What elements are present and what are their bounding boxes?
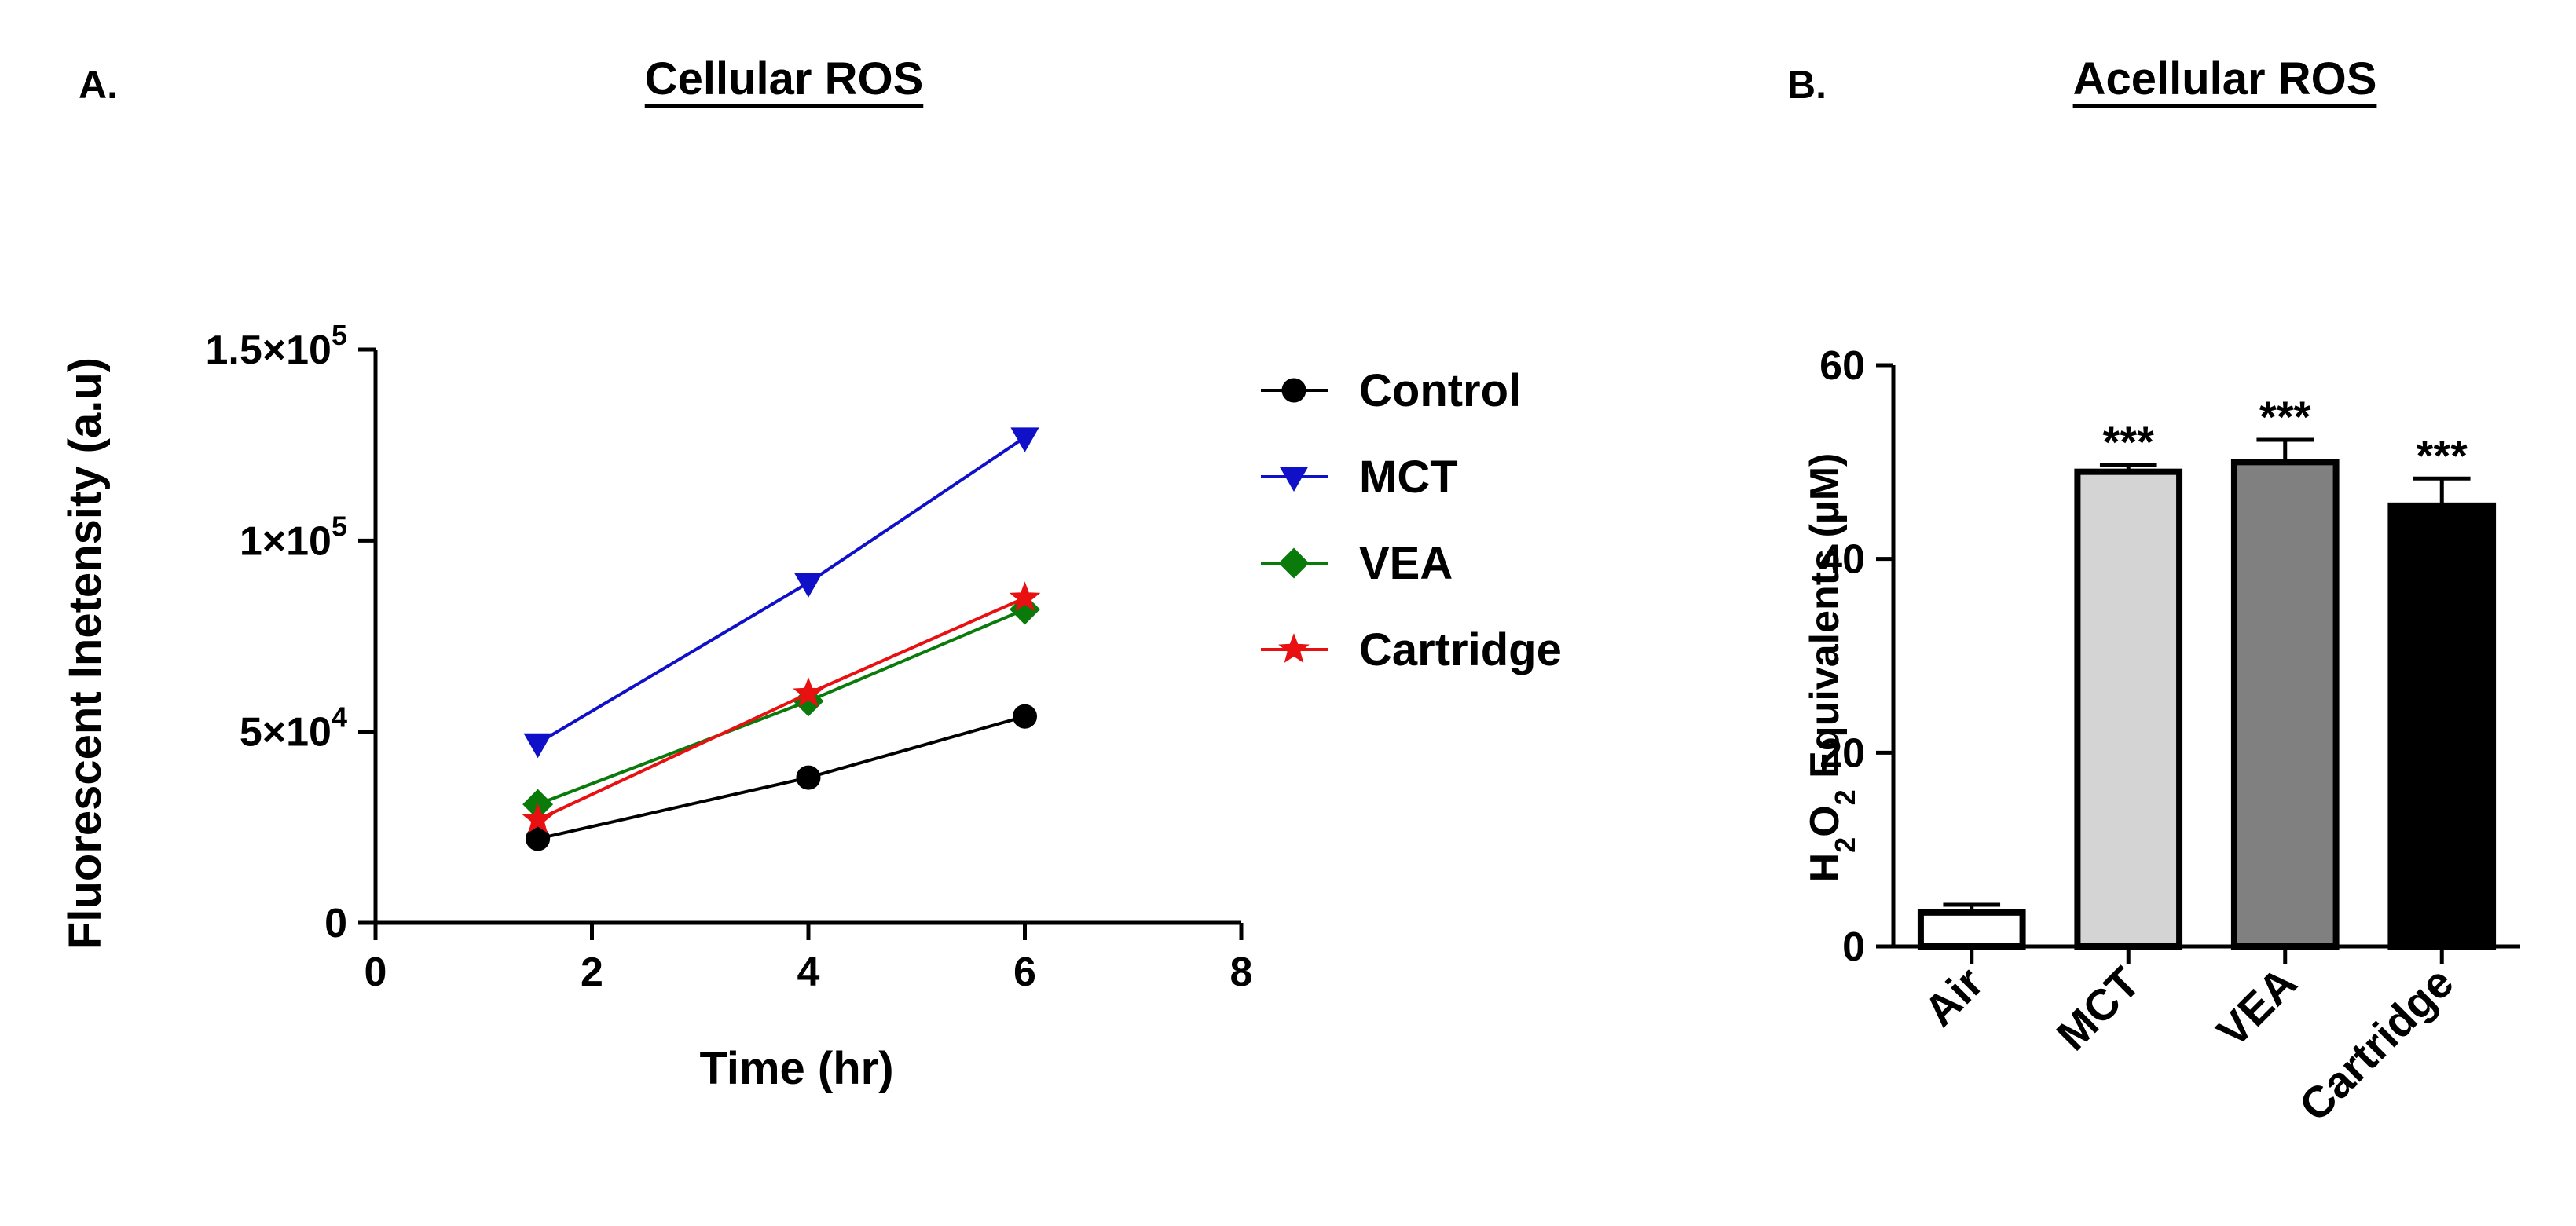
legend-label-mct: MCT (1359, 452, 1458, 503)
bar-group-mct: MCT *** (2047, 417, 2183, 1059)
bar-vea (2230, 459, 2340, 950)
series-line-cartridge (537, 596, 1026, 822)
legend-label-vea: VEA (1359, 538, 1453, 589)
data-point-cartridge (1009, 581, 1041, 612)
panel-a-y-axis-label: Fluorescent Inetensity (a.u) (60, 357, 111, 950)
legend-label-control: Control (1359, 365, 1521, 416)
panel-a-label: A. (79, 63, 118, 107)
legend-item-control: Control (1261, 365, 1521, 416)
significance-vea: *** (2259, 392, 2311, 441)
panel-b-y-tick-label: 40 (1819, 537, 1865, 583)
panel-b-y-tick-label: 20 (1819, 730, 1865, 776)
data-point-cartridge (522, 803, 554, 833)
data-point-control (796, 765, 821, 790)
panel-b-y-tick-label: 60 (1819, 343, 1865, 389)
panel-b-label: B. (1787, 63, 1827, 107)
x-tick-label-mct: MCT (2047, 957, 2149, 1059)
data-point-cartridge (793, 677, 824, 707)
x-tick-label-air: Air (1915, 957, 1993, 1036)
panel-b-y-tick-label: 0 (1842, 924, 1865, 970)
panel-b-y-axis-label: H2O2 Equivalents (µM) (1802, 453, 1861, 883)
panel-b-ticks: 0 20 40 60 (1819, 343, 1893, 970)
bar-cartridge (2387, 502, 2497, 950)
panel-a-line-chart: A. Cellular ROS Fluorescent Inetensity (… (60, 53, 1562, 1094)
x-tick-label-vea: VEA (2207, 957, 2306, 1056)
panel-b-bars: Air MCT *** VEA *** Cartridge *** (1915, 392, 2497, 1131)
panel-a-x-tick-label: 0 (365, 950, 387, 995)
x-tick-label-cartridge: Cartridge (2289, 957, 2463, 1131)
data-point-mct (793, 573, 823, 598)
legend-marker-vea (1278, 547, 1310, 579)
panel-a-x-tick-label: 6 (1013, 950, 1036, 995)
panel-a-title: Cellular ROS (645, 53, 924, 104)
series-mct (523, 427, 1039, 759)
bar-group-air: Air (1915, 902, 2026, 1036)
panel-a-y-tick-label: 5×104 (240, 701, 347, 756)
data-point-mct (523, 733, 552, 759)
significance-mct: *** (2103, 417, 2155, 467)
panel-a-axes (373, 350, 1241, 925)
panel-a-y-tick-label: 1.5×105 (205, 319, 347, 373)
bar-mct (2074, 468, 2183, 950)
legend-label-cartridge: Cartridge (1359, 624, 1562, 675)
legend-item-mct: MCT (1261, 452, 1458, 503)
legend-item-cartridge: Cartridge (1261, 624, 1562, 675)
panel-a-y-tick-label: 1×105 (240, 510, 347, 564)
series-control (526, 704, 1037, 851)
legend-marker-mct (1279, 467, 1309, 492)
panel-a-x-tick-label: 4 (797, 950, 820, 995)
legend-marker-control (1281, 378, 1306, 403)
panel-a-y-tick-label: 0 (324, 901, 347, 946)
data-point-mct (1010, 427, 1039, 452)
panel-b-title: Acellular ROS (2073, 53, 2377, 104)
series-line-mct (537, 436, 1026, 745)
legend-item-vea: VEA (1261, 538, 1453, 589)
legend-marker-cartridge (1278, 633, 1310, 663)
panel-a-ticks: 0 2 4 6 8 0 5×104 1×105 1.5×105 (205, 319, 1252, 995)
panel-a-series (522, 427, 1041, 851)
panel-a-legend: Control MCT VEA Cartridge (1261, 365, 1562, 675)
panel-a-x-axis-label: Time (hr) (699, 1043, 893, 1094)
bar-air (1917, 909, 2026, 950)
data-point-control (1013, 704, 1037, 729)
bar-group-vea: VEA *** (2207, 392, 2340, 1056)
panel-b-bar-chart: B. Acellular ROS H2O2 Equivalents (µM) 0… (1787, 53, 2520, 1131)
panel-a-x-tick-label: 8 (1230, 950, 1253, 995)
panel-a-x-tick-label: 2 (581, 950, 603, 995)
data-point-control (526, 826, 551, 851)
significance-cartridge: *** (2417, 430, 2468, 480)
series-cartridge (522, 581, 1041, 833)
